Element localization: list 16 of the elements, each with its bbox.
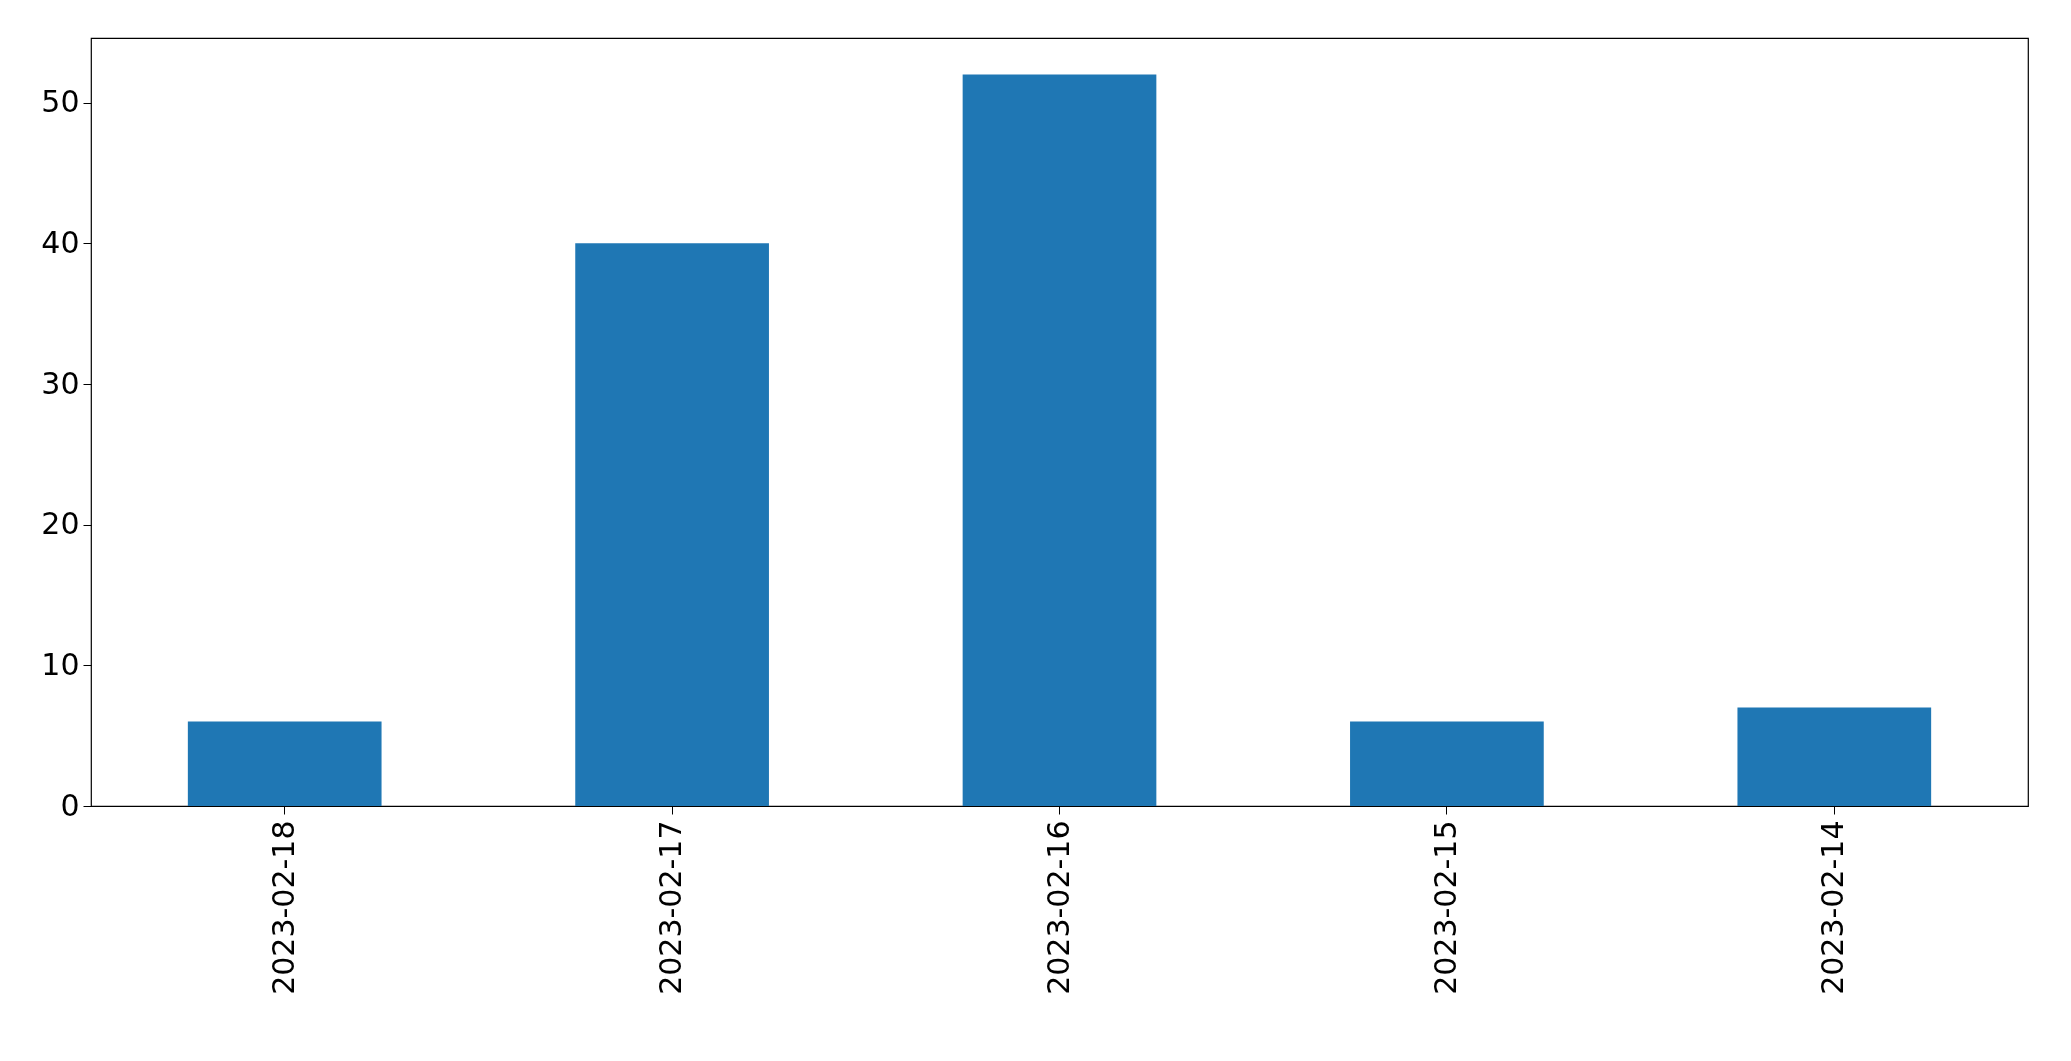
x-tick-label: 2023-02-16 (1040, 820, 1076, 995)
bar (187, 721, 382, 806)
x-tick-label: 2023-02-17 (653, 820, 689, 995)
x-tick-label: 2023-02-14 (1815, 820, 1851, 995)
bar (575, 243, 769, 806)
bar (1737, 707, 1932, 806)
x-tick-label: 2023-02-18 (265, 820, 301, 995)
y-tick-label: 10 (41, 646, 80, 682)
bar (1350, 721, 1544, 806)
y-tick-label: 50 (41, 84, 80, 120)
y-tick-label: 30 (41, 365, 80, 401)
x-tick-label: 2023-02-15 (1427, 820, 1463, 995)
y-tick-label: 0 (60, 787, 80, 823)
y-tick-label: 40 (41, 224, 80, 260)
y-tick-label: 20 (41, 506, 80, 542)
bar (962, 74, 1157, 806)
